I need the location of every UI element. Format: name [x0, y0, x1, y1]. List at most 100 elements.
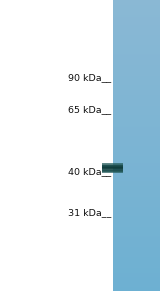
Bar [113, 109, 160, 111]
Bar [113, 74, 160, 76]
Bar [113, 184, 160, 185]
Bar [113, 219, 160, 220]
Bar [113, 174, 160, 175]
Bar [102, 167, 123, 168]
Bar [113, 157, 160, 158]
Bar [102, 168, 123, 169]
Bar [113, 168, 160, 169]
Bar [113, 239, 160, 241]
Bar [113, 220, 160, 221]
Bar [113, 250, 160, 251]
Bar [113, 19, 160, 20]
Bar [113, 89, 160, 90]
Bar [113, 0, 160, 1]
Bar [113, 264, 160, 265]
Bar [102, 170, 123, 171]
Bar [113, 190, 160, 191]
Bar [113, 213, 160, 214]
Bar [113, 290, 160, 291]
Bar [102, 169, 123, 170]
Bar [113, 136, 160, 138]
Bar [113, 17, 160, 18]
Bar [113, 147, 160, 148]
Bar [113, 201, 160, 203]
Bar [113, 80, 160, 81]
Bar [113, 183, 160, 184]
Bar [102, 167, 123, 168]
Bar [113, 136, 160, 137]
Bar [113, 222, 160, 223]
Bar [113, 232, 160, 233]
Bar [113, 203, 160, 205]
Bar [113, 132, 160, 133]
Bar [113, 133, 160, 134]
Bar [113, 94, 160, 95]
Bar [113, 49, 160, 50]
Bar [113, 61, 160, 62]
Bar [113, 191, 160, 192]
Bar [113, 168, 160, 170]
Bar [113, 270, 160, 272]
Bar [113, 288, 160, 289]
Bar [113, 196, 160, 197]
Bar [113, 192, 160, 193]
Bar [113, 236, 160, 238]
Bar [113, 182, 160, 183]
Bar [113, 259, 160, 260]
Bar [113, 188, 160, 189]
Bar [113, 59, 160, 60]
Bar [113, 96, 160, 97]
Bar [113, 108, 160, 110]
Bar [113, 40, 160, 42]
Bar [113, 46, 160, 47]
Bar [102, 168, 123, 169]
Bar [113, 69, 160, 70]
Bar [113, 241, 160, 242]
Bar [113, 203, 160, 204]
Bar [113, 88, 160, 89]
Bar [113, 13, 160, 15]
Bar [113, 163, 160, 164]
Bar [113, 278, 160, 279]
Bar [113, 76, 160, 78]
Bar [113, 104, 160, 105]
Bar [113, 92, 160, 93]
Bar [113, 14, 160, 15]
Bar [113, 27, 160, 28]
Bar [113, 194, 160, 195]
Bar [113, 252, 160, 253]
Bar [113, 16, 160, 17]
Bar [113, 255, 160, 256]
Bar [113, 121, 160, 122]
Bar [113, 11, 160, 13]
Bar [102, 165, 123, 166]
Bar [113, 269, 160, 271]
Bar [113, 187, 160, 188]
Bar [102, 164, 123, 165]
Bar [113, 126, 160, 127]
Bar [113, 166, 160, 168]
Bar [113, 146, 160, 148]
Bar [113, 9, 160, 11]
Bar [113, 228, 160, 229]
Bar [113, 153, 160, 154]
Bar [113, 249, 160, 250]
Bar [113, 54, 160, 55]
Bar [113, 41, 160, 43]
Bar [113, 53, 160, 54]
Bar [113, 83, 160, 84]
Bar [113, 257, 160, 258]
Bar [113, 31, 160, 32]
Bar [113, 62, 160, 63]
Bar [113, 243, 160, 244]
Bar [113, 18, 160, 19]
Bar [113, 230, 160, 231]
Bar [113, 142, 160, 143]
Bar [113, 267, 160, 269]
Bar [113, 2, 160, 3]
Bar [113, 148, 160, 149]
Bar [113, 284, 160, 285]
Bar [113, 12, 160, 14]
Bar [113, 37, 160, 38]
Bar [113, 63, 160, 64]
